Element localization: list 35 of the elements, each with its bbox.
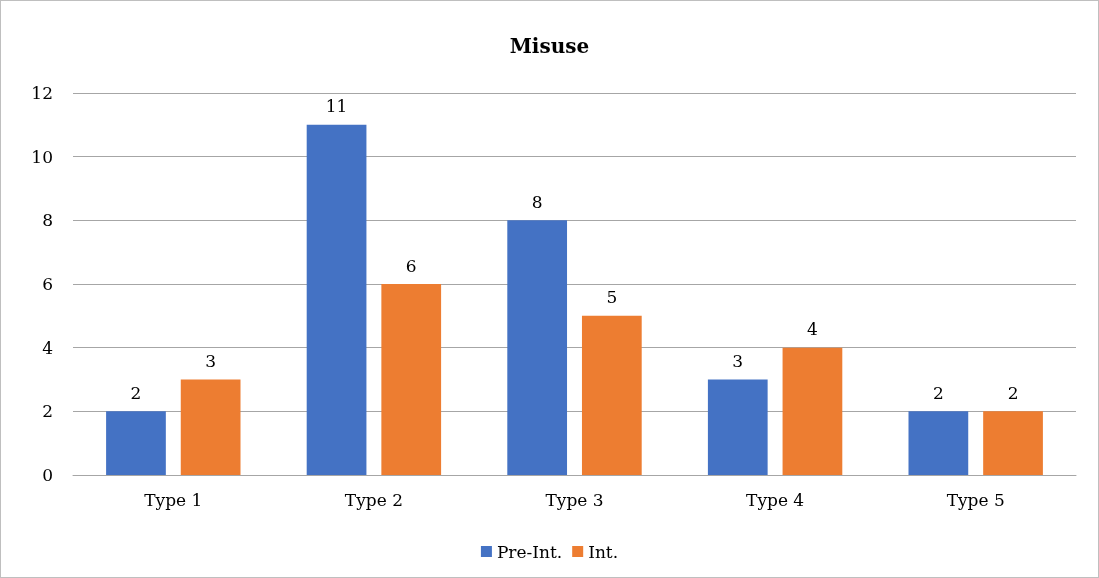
data-label: 11 xyxy=(325,96,348,117)
x-tick-label: Type 2 xyxy=(344,489,403,510)
x-tick-label: Type 1 xyxy=(144,489,203,510)
bar xyxy=(306,124,367,475)
bar xyxy=(782,347,843,475)
y-tick-label: 4 xyxy=(42,337,53,358)
data-label: 4 xyxy=(807,319,818,340)
x-tick-label: Type 3 xyxy=(545,489,604,510)
bar xyxy=(707,379,768,475)
y-tick-label: 10 xyxy=(31,146,53,167)
data-label: 2 xyxy=(932,382,944,403)
bar xyxy=(180,379,241,475)
y-tick-label: 12 xyxy=(31,83,53,103)
bar xyxy=(381,284,442,475)
y-tick-label: 2 xyxy=(42,401,53,422)
data-label: 3 xyxy=(732,351,744,371)
y-tick-label: 0 xyxy=(42,465,53,485)
data-label: 8 xyxy=(531,191,543,212)
data-label: 2 xyxy=(1007,382,1019,403)
bar xyxy=(908,411,969,475)
y-tick-label: 8 xyxy=(42,210,53,231)
data-label: 6 xyxy=(405,255,417,276)
legend-label: Pre-Int. xyxy=(496,541,563,562)
bar xyxy=(106,411,166,475)
data-label: 3 xyxy=(205,351,217,371)
data-label: 5 xyxy=(606,287,618,308)
legend-label: Int. xyxy=(588,541,619,562)
bar xyxy=(581,315,642,475)
x-tick-label: Type 4 xyxy=(746,489,805,510)
y-tick-label: 6 xyxy=(42,274,53,294)
chart-title: Misuse xyxy=(509,34,590,58)
data-label: 2 xyxy=(130,382,142,403)
bar xyxy=(983,411,1043,475)
x-tick-label: Type 5 xyxy=(946,489,1005,510)
bar xyxy=(507,220,568,475)
